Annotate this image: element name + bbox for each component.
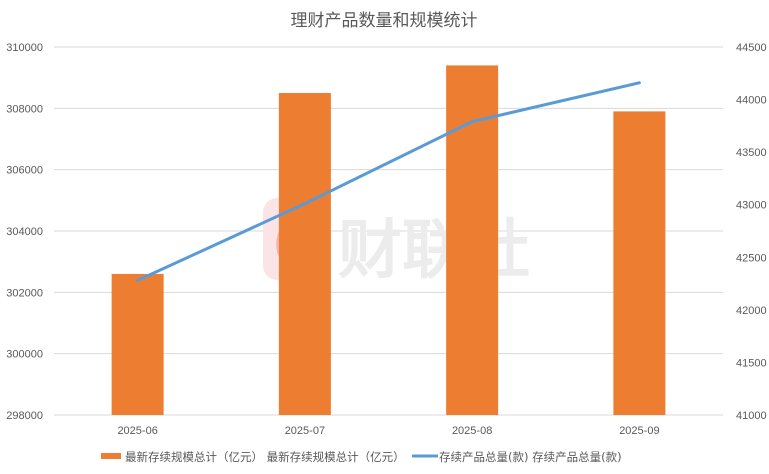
legend-line-label: 存续产品总量(款) 存续产品总量(款) — [439, 450, 622, 464]
left-axis-tick-label: 310000 — [6, 42, 43, 54]
bar — [613, 111, 666, 416]
legend: 最新存续规模总计（亿元） 最新存续规模总计（亿元） 存续产品总量(款) 存续产品… — [101, 450, 622, 464]
x-axis-label: 2025-09 — [619, 425, 659, 437]
line-path — [136, 81, 641, 282]
right-axis-tick-label: 42500 — [736, 252, 767, 264]
legend-bar-label: 最新存续规模总计（亿元） 最新存续规模总计（亿元） — [125, 450, 405, 464]
x-axis-labels: 2025-06 2025-07 2025-08 2025-09 — [117, 425, 659, 437]
line-series — [136, 81, 641, 282]
right-axis-tick-label: 41500 — [736, 357, 767, 369]
right-axis-tick-label: 43500 — [736, 147, 767, 159]
bar — [111, 273, 164, 415]
left-axis-tick-label: 304000 — [6, 226, 43, 238]
bar-series — [111, 65, 666, 416]
chart-title: 理财产品数量和规模统计 — [291, 11, 478, 31]
right-axis-tick-label: 44500 — [736, 42, 767, 54]
left-axis-tick-label: 298000 — [6, 410, 43, 422]
right-axis-tick-label: 44000 — [736, 95, 767, 107]
left-axis-tick-label: 300000 — [6, 349, 43, 361]
legend-bar-swatch — [101, 453, 121, 459]
watermark-text: 财联社 — [338, 214, 530, 288]
bar — [446, 65, 499, 416]
x-axis-label: 2025-08 — [452, 425, 492, 437]
right-axis-tick-label: 41000 — [736, 410, 767, 422]
right-axis-tick-label: 42000 — [736, 305, 767, 317]
right-axis-tick-label: 43000 — [736, 200, 767, 212]
left-axis-tick-label: 308000 — [6, 103, 43, 115]
x-axis-label: 2025-06 — [117, 425, 157, 437]
gridlines — [54, 46, 723, 416]
right-axis-ticks: 44500 44000 43500 43000 42500 42000 41500 41000 — [736, 42, 767, 422]
left-axis-tick-label: 306000 — [6, 165, 43, 177]
left-axis-tick-label: 302000 — [6, 287, 43, 299]
left-axis-ticks: 310000 308000 306000 304000 302000 300000 2980… — [6, 42, 43, 422]
bar — [278, 93, 331, 415]
x-axis-label: 2025-07 — [285, 425, 325, 437]
